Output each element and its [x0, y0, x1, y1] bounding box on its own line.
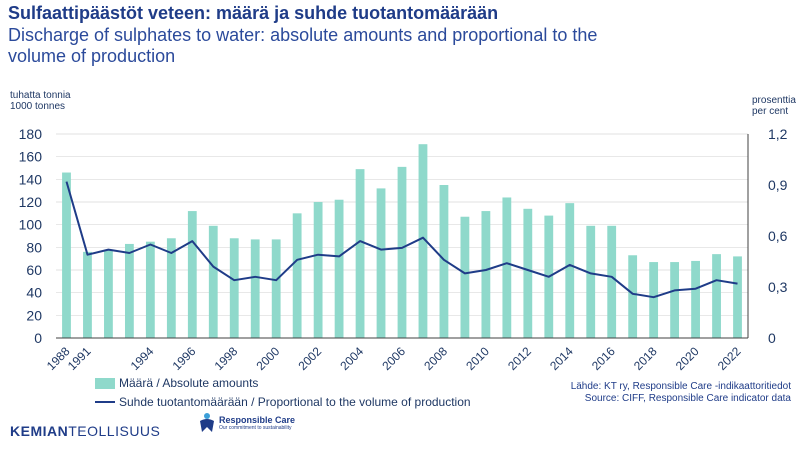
y-left-tick-label: 160	[19, 149, 43, 165]
bar-2011	[502, 197, 512, 338]
legend-line-label: Suhde tuotantomäärään / Proportional to …	[119, 395, 471, 409]
x-tick-label: 2020	[673, 344, 702, 373]
bar-2001	[292, 213, 302, 338]
bar-1998	[229, 238, 239, 338]
bar-2014	[565, 203, 575, 338]
bar-2008	[439, 185, 449, 338]
chart-title: Sulfaattipäästöt veteen: määrä ja suhde …	[8, 3, 499, 23]
x-tick-label: 2006	[379, 344, 408, 373]
y-left-tick-label: 120	[19, 194, 43, 210]
y-left-tick-label: 20	[26, 307, 42, 323]
kemianteollisuus-logo: KEMIANTEOLLISUUS	[10, 423, 160, 439]
y-right-tick-label: 0,6	[768, 228, 788, 244]
right-axis-unit: prosenttia per cent	[752, 95, 796, 117]
x-tick-label: 1991	[65, 344, 94, 373]
x-tick-label: 2018	[631, 344, 660, 373]
responsible-care-logo: Responsible Care Our commitment to susta…	[198, 412, 295, 434]
y-left-tick-label: 40	[26, 285, 42, 301]
y-left-tick-label: 60	[26, 262, 42, 278]
bar-1999	[250, 239, 260, 338]
x-tick-label: 1996	[170, 344, 199, 373]
x-tick-label: 2022	[715, 344, 744, 373]
bar-1993	[124, 243, 134, 338]
source-note: Lähde: KT ry, Responsible Care -indikaat…	[571, 381, 791, 405]
x-tick-label: 2000	[254, 344, 283, 373]
bar-1995	[166, 238, 176, 338]
left-axis-unit-fi: tuhatta tonnia	[10, 90, 71, 101]
chart-subtitle: Discharge of sulphates to water: absolut…	[8, 25, 598, 66]
x-tick-label: 2016	[589, 344, 618, 373]
bar-2004	[355, 169, 365, 338]
legend-bars-label: Määrä / Absolute amounts	[119, 376, 259, 390]
bar-2005	[376, 188, 386, 338]
y-left-tick-label: 180	[19, 126, 43, 142]
source-note-en: Source: CIFF, Responsible Care indicator…	[584, 393, 791, 404]
y-left-tick-label: 140	[19, 171, 43, 187]
x-tick-label: 2014	[547, 344, 576, 373]
responsible-care-icon	[200, 413, 214, 432]
bar-2002	[313, 202, 323, 338]
x-tick-label: 2004	[337, 344, 366, 373]
bar-2016	[607, 225, 617, 338]
bar-2006	[397, 166, 407, 338]
y-left-tick-label: 0	[34, 330, 42, 346]
legend-bars-swatch	[95, 377, 115, 389]
kt-logo-rest: TEOLLISUUS	[68, 423, 161, 439]
x-tick-label: 1998	[212, 344, 241, 373]
legend-line: Suhde tuotantomäärään / Proportional to …	[95, 395, 471, 409]
kt-logo-bold: KEMIAN	[10, 423, 69, 439]
y-right-tick-label: 1,2	[768, 126, 788, 142]
bar-2000	[271, 239, 281, 338]
line-series	[65, 181, 738, 299]
right-axis-unit-fi: prosenttia	[752, 95, 796, 106]
bar-2017	[628, 255, 638, 338]
legend-line-swatch	[95, 401, 115, 403]
bar-1991	[83, 251, 92, 338]
x-tick-label: 1994	[128, 344, 157, 373]
bar-2019	[670, 262, 680, 338]
bar-2020	[691, 260, 700, 338]
bar-2015	[586, 225, 596, 338]
y-left-tick-label: 80	[26, 239, 42, 255]
x-tick-label: 2008	[421, 344, 450, 373]
bar-1988	[62, 172, 71, 338]
x-tick-label: 2002	[295, 344, 324, 373]
right-axis-unit-en: per cent	[752, 106, 789, 117]
left-axis-unit: tuhatta tonnia 1000 tonnes	[10, 90, 71, 112]
bar-2010	[481, 211, 491, 338]
bar-1997	[208, 225, 218, 338]
y-right-tick-label: 0,3	[768, 279, 788, 295]
bar-2021	[712, 254, 721, 338]
responsible-care-tagline: Our commitment to sustainability	[219, 425, 292, 431]
bar-1992	[104, 249, 113, 338]
bar-2009	[460, 216, 470, 338]
x-tick-label: 2012	[505, 344, 534, 373]
y-right-tick-label: 0,9	[768, 177, 788, 193]
source-note-fi: Lähde: KT ry, Responsible Care -indikaat…	[570, 381, 791, 392]
bar-2003	[334, 199, 344, 338]
bar-2012	[523, 208, 533, 338]
bar-2018	[649, 262, 659, 338]
left-axis-unit-en: 1000 tonnes	[10, 101, 66, 112]
bar-1996	[187, 211, 197, 338]
x-tick-label: 2010	[463, 344, 492, 373]
bar-2022	[733, 256, 742, 338]
y-right-tick-label: 0	[768, 330, 776, 346]
responsible-care-name: Responsible Care	[219, 415, 296, 425]
bar-1994	[145, 241, 155, 338]
legend-bars: Määrä / Absolute amounts	[95, 376, 258, 390]
y-left-tick-label: 100	[19, 217, 43, 233]
bar-2007	[418, 144, 428, 338]
